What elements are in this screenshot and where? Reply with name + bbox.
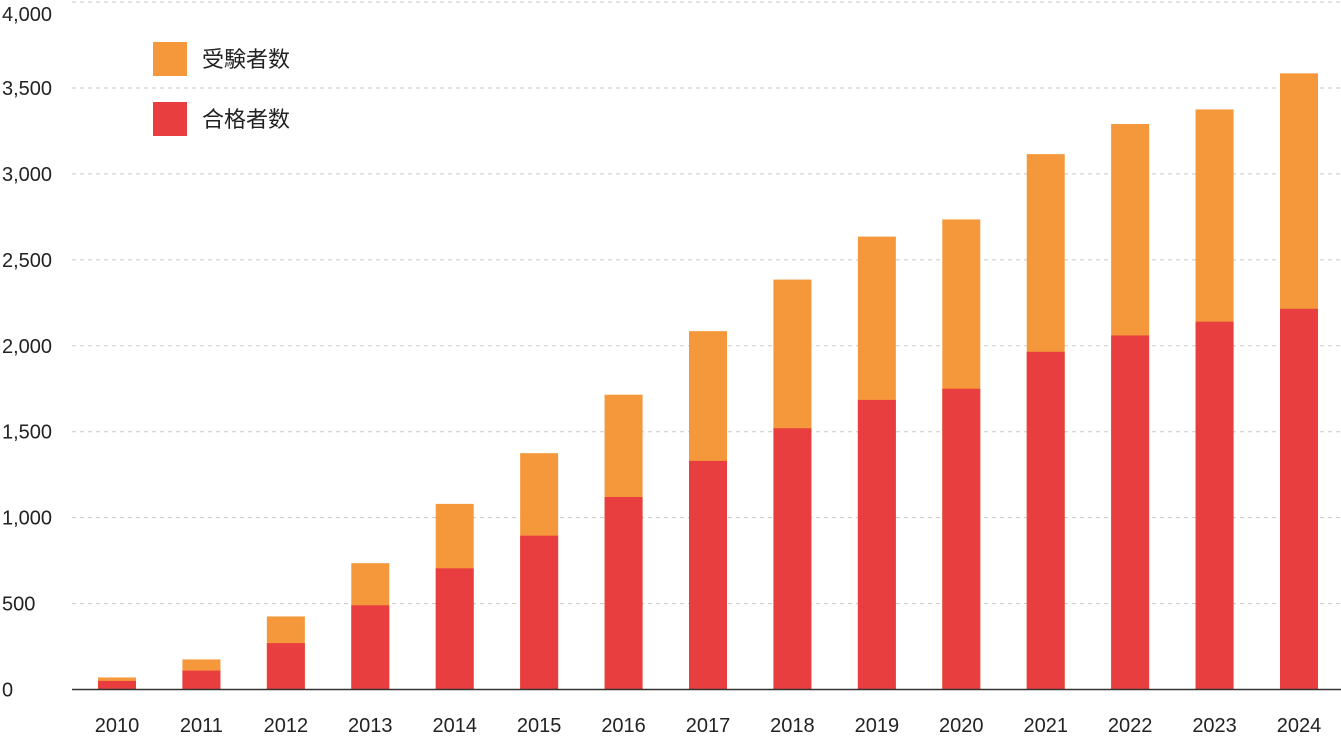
x-tick-label: 2020 (939, 715, 984, 737)
bar-passers-2016 (604, 497, 643, 690)
x-tick-label: 2021 (1023, 715, 1068, 737)
x-tick-label: 2019 (855, 715, 900, 737)
x-axis-ticks: 2010 2011 2012 2013 2014 2015 2016 2017 2018 2019… (95, 715, 1322, 737)
bar-passers-2024 (1280, 308, 1318, 690)
y-tick-label: 4,000 (2, 4, 52, 26)
x-tick-label: 2014 (432, 715, 477, 737)
x-tick-label: 2015 (517, 715, 562, 737)
legend-label-applicants: 受験者数 (202, 48, 290, 73)
x-tick-label: 2024 (1277, 715, 1322, 737)
legend-label-passers: 合格者数 (202, 108, 290, 133)
legend-item-passers: 合格者数 (153, 102, 290, 136)
x-tick-label: 2023 (1192, 715, 1237, 737)
bar-passers-2015 (520, 535, 559, 690)
y-tick-label: 2,500 (2, 250, 52, 272)
y-tick-label: 3,500 (2, 78, 52, 100)
y-tick-label: 0 (2, 680, 13, 702)
y-tick-label: 1,000 (2, 508, 52, 530)
bar-passers-2018 (773, 428, 812, 690)
x-tick-label: 2010 (95, 715, 140, 737)
x-tick-label: 2018 (770, 715, 815, 737)
y-tick-label: 2,000 (2, 336, 52, 358)
x-tick-label: 2022 (1108, 715, 1153, 737)
x-tick-label: 2011 (180, 715, 223, 737)
x-tick-label: 2012 (264, 715, 309, 737)
bar-passers-2021 (1026, 351, 1065, 690)
bar-passers-2010 (98, 680, 136, 690)
y-tick-label: 500 (2, 594, 35, 616)
legend-item-applicants: 受験者数 (153, 42, 290, 76)
y-tick-label: 3,000 (2, 164, 52, 186)
bar-passers-2020 (942, 388, 981, 690)
bar-passers-2019 (857, 399, 896, 690)
bar-passers-2011 (182, 670, 221, 690)
bar-passers-2013 (351, 605, 390, 690)
bar-passers-2022 (1111, 335, 1150, 690)
bar-passers-2017 (689, 460, 727, 690)
y-axis-ticks: 0 500 1,000 1,500 2,000 2,500 3,000 3,500 4,000 (2, 4, 52, 702)
x-tick-label: 2017 (686, 715, 731, 737)
legend-swatch-passers (153, 102, 187, 136)
x-tick-label: 2013 (348, 715, 393, 737)
bars (98, 73, 1318, 690)
bar-passers-2012 (266, 643, 305, 690)
y-tick-label: 1,500 (2, 422, 52, 444)
bar-passers-2014 (435, 568, 474, 690)
x-tick-label: 2016 (601, 715, 646, 737)
bar-passers-2023 (1195, 321, 1234, 690)
legend-swatch-applicants (153, 42, 187, 76)
legend: 受験者数 合格者数 (153, 42, 290, 136)
